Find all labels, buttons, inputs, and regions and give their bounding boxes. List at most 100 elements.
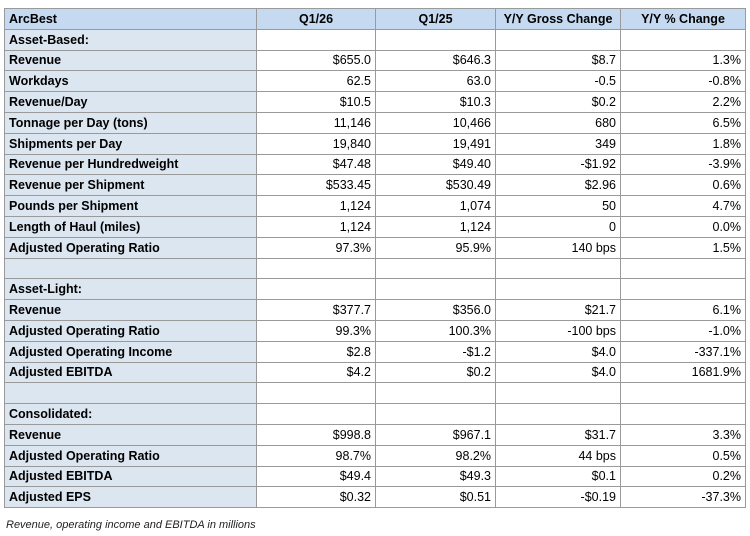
row-label: Revenue bbox=[4, 49, 257, 72]
value-cell: 1.8% bbox=[620, 132, 746, 155]
value-cell: $0.1 bbox=[495, 465, 621, 488]
value-cell: 6.1% bbox=[620, 299, 746, 321]
value-cell: -0.5 bbox=[495, 70, 621, 93]
footnote: Revenue, operating income and EBITDA in … bbox=[6, 519, 256, 531]
empty-cell bbox=[375, 278, 496, 301]
data-row: Adjusted EPS $0.32 $0.51 -$0.19 -37.3% bbox=[4, 486, 746, 509]
results-table: ArcBest Q1/26 Q1/25 Y/Y Gross Change Y/Y % C… bbox=[4, 8, 746, 509]
row-label: Adjusted Operating Income bbox=[4, 340, 257, 363]
value-cell: 1,124 bbox=[375, 215, 496, 238]
data-row: Revenue $998.8 $967.1 $31.7 3.3% bbox=[4, 423, 746, 446]
value-cell: $8.7 bbox=[495, 49, 621, 72]
value-cell: $0.32 bbox=[256, 486, 376, 509]
value-cell: $0.2 bbox=[375, 361, 496, 384]
header-row: ArcBest Q1/26 Q1/25 Y/Y Gross Change Y/Y % C… bbox=[4, 8, 746, 30]
empty-cell bbox=[495, 28, 621, 51]
spacer-row bbox=[4, 257, 746, 280]
empty-cell bbox=[256, 278, 376, 301]
value-cell: $49.40 bbox=[375, 153, 496, 176]
empty-cell bbox=[256, 403, 376, 425]
row-label: Revenue/Day bbox=[4, 91, 257, 113]
data-row: Tonnage per Day (tons) 11,146 10,466 680 6.5… bbox=[4, 111, 746, 134]
value-cell: 1.3% bbox=[620, 49, 746, 72]
section-title: Consolidated: bbox=[4, 403, 257, 425]
value-cell: 0.0% bbox=[620, 215, 746, 238]
data-row: Revenue $377.7 $356.0 $21.7 6.1% bbox=[4, 299, 746, 321]
empty-cell bbox=[256, 382, 376, 405]
value-cell: $533.45 bbox=[256, 174, 376, 197]
value-cell: 100.3% bbox=[375, 319, 496, 342]
data-row: Adjusted EBITDA $4.2 $0.2 $4.0 1681.9% bbox=[4, 361, 746, 384]
value-cell: 98.2% bbox=[375, 444, 496, 467]
value-cell: $530.49 bbox=[375, 174, 496, 197]
empty-cell bbox=[495, 403, 621, 425]
header-cell: Y/Y % Change bbox=[620, 8, 746, 30]
empty-cell bbox=[375, 382, 496, 405]
empty-cell bbox=[375, 257, 496, 280]
value-cell: 1681.9% bbox=[620, 361, 746, 384]
value-cell: $377.7 bbox=[256, 299, 376, 321]
section-title: Asset-Light: bbox=[4, 278, 257, 301]
value-cell: 95.9% bbox=[375, 236, 496, 259]
value-cell: $31.7 bbox=[495, 423, 621, 446]
value-cell: $2.8 bbox=[256, 340, 376, 363]
value-cell: 140 bps bbox=[495, 236, 621, 259]
value-cell: 680 bbox=[495, 111, 621, 134]
empty-cell bbox=[620, 278, 746, 301]
value-cell: 349 bbox=[495, 132, 621, 155]
data-row: Adjusted Operating Ratio 98.7% 98.2% 44 bps… bbox=[4, 444, 746, 467]
empty-cell bbox=[620, 382, 746, 405]
value-cell: 62.5 bbox=[256, 70, 376, 93]
value-cell: 97.3% bbox=[256, 236, 376, 259]
data-row: Length of Haul (miles) 1,124 1,124 0 0.0% bbox=[4, 215, 746, 238]
value-cell: 50 bbox=[495, 195, 621, 217]
data-row: Adjusted Operating Ratio 99.3% 100.3% -100 … bbox=[4, 319, 746, 342]
value-cell: 0.2% bbox=[620, 465, 746, 488]
value-cell: $10.5 bbox=[256, 91, 376, 113]
value-cell: -337.1% bbox=[620, 340, 746, 363]
value-cell: $356.0 bbox=[375, 299, 496, 321]
value-cell: 10,466 bbox=[375, 111, 496, 134]
spacer-row bbox=[4, 382, 746, 405]
data-row: Pounds per Shipment 1,124 1,074 50 4.7% bbox=[4, 195, 746, 217]
row-label: Shipments per Day bbox=[4, 132, 257, 155]
value-cell: $655.0 bbox=[256, 49, 376, 72]
data-row: Adjusted Operating Income $2.8 -$1.2 $4.0 -3… bbox=[4, 340, 746, 363]
data-row: Adjusted Operating Ratio 97.3% 95.9% 140 bp… bbox=[4, 236, 746, 259]
value-cell: 63.0 bbox=[375, 70, 496, 93]
data-row: Adjusted EBITDA $49.4 $49.3 $0.1 0.2% bbox=[4, 465, 746, 488]
row-label: Revenue per Shipment bbox=[4, 174, 257, 197]
value-cell: -37.3% bbox=[620, 486, 746, 509]
row-label: Pounds per Shipment bbox=[4, 195, 257, 217]
section-title: Asset-Based: bbox=[4, 28, 257, 51]
value-cell: -100 bps bbox=[495, 319, 621, 342]
section-row: Asset-Based: bbox=[4, 28, 746, 51]
row-label: Revenue per Hundredweight bbox=[4, 153, 257, 176]
row-label: Adjusted Operating Ratio bbox=[4, 319, 257, 342]
value-cell: $998.8 bbox=[256, 423, 376, 446]
data-row: Workdays 62.5 63.0 -0.5 -0.8% bbox=[4, 70, 746, 93]
value-cell: 1,074 bbox=[375, 195, 496, 217]
row-label: Adjusted Operating Ratio bbox=[4, 444, 257, 467]
empty-cell bbox=[620, 257, 746, 280]
value-cell: $0.2 bbox=[495, 91, 621, 113]
header-cell: Q1/25 bbox=[375, 8, 496, 30]
row-label: Workdays bbox=[4, 70, 257, 93]
value-cell: 6.5% bbox=[620, 111, 746, 134]
data-row: Revenue $655.0 $646.3 $8.7 1.3% bbox=[4, 49, 746, 72]
value-cell: 1,124 bbox=[256, 195, 376, 217]
empty-cell bbox=[4, 382, 257, 405]
value-cell: 1.5% bbox=[620, 236, 746, 259]
empty-cell bbox=[256, 28, 376, 51]
value-cell: 4.7% bbox=[620, 195, 746, 217]
value-cell: 98.7% bbox=[256, 444, 376, 467]
value-cell: $47.48 bbox=[256, 153, 376, 176]
value-cell: 19,840 bbox=[256, 132, 376, 155]
row-label: Revenue bbox=[4, 299, 257, 321]
value-cell: $0.51 bbox=[375, 486, 496, 509]
row-label: Adjusted EBITDA bbox=[4, 361, 257, 384]
value-cell: 44 bps bbox=[495, 444, 621, 467]
header-cell: Y/Y Gross Change bbox=[495, 8, 621, 30]
row-label: Tonnage per Day (tons) bbox=[4, 111, 257, 134]
